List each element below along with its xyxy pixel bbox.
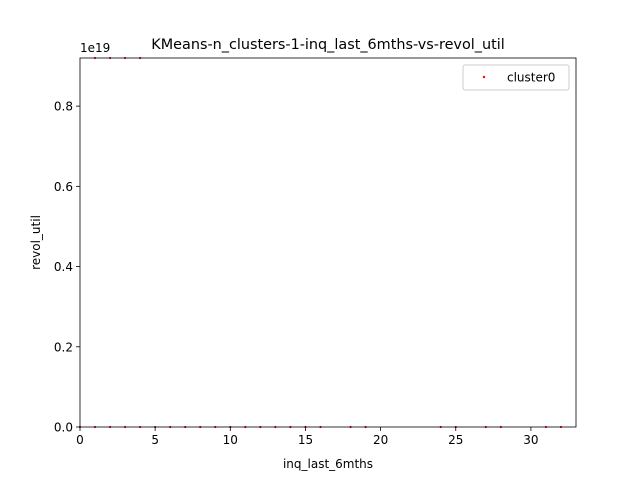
plot-frame	[79, 57, 577, 428]
y-axis-offset-label: 1e19	[80, 41, 110, 55]
x-axis-label: inq_last_6mths	[283, 457, 373, 471]
y-tick-label: 0.0	[54, 421, 73, 435]
y-axis-ticks: 0.0 0.2 0.4 0.6 0.8	[54, 100, 80, 435]
x-tick-label: 15	[298, 433, 313, 447]
plot-area: 0 5 10 15 20 25 30 0.0 0.2 0.4 0.6 0.8	[54, 56, 577, 447]
y-tick-label: 0.4	[54, 260, 73, 274]
chart-title: KMeans-n_clusters-1-inq_last_6mths-vs-re…	[151, 37, 504, 53]
x-tick-label: 10	[223, 433, 238, 447]
points-layer	[78, 56, 563, 429]
x-tick-label: 30	[523, 433, 538, 447]
x-tick-label: 0	[76, 433, 84, 447]
y-tick-label: 0.8	[54, 100, 73, 114]
legend-label-cluster0: cluster0	[507, 71, 555, 85]
legend: cluster0	[462, 64, 570, 91]
y-axis-label: revol_util	[29, 215, 43, 270]
x-axis-ticks: 0 5 10 15 20 25 30	[76, 427, 539, 447]
x-tick-label: 20	[373, 433, 388, 447]
legend-box	[462, 64, 570, 91]
y-tick-label: 0.6	[54, 180, 73, 194]
legend-marker-cluster0	[482, 75, 486, 79]
y-tick-label: 0.2	[54, 340, 73, 354]
x-tick-label: 25	[448, 433, 463, 447]
x-tick-label: 5	[151, 433, 159, 447]
